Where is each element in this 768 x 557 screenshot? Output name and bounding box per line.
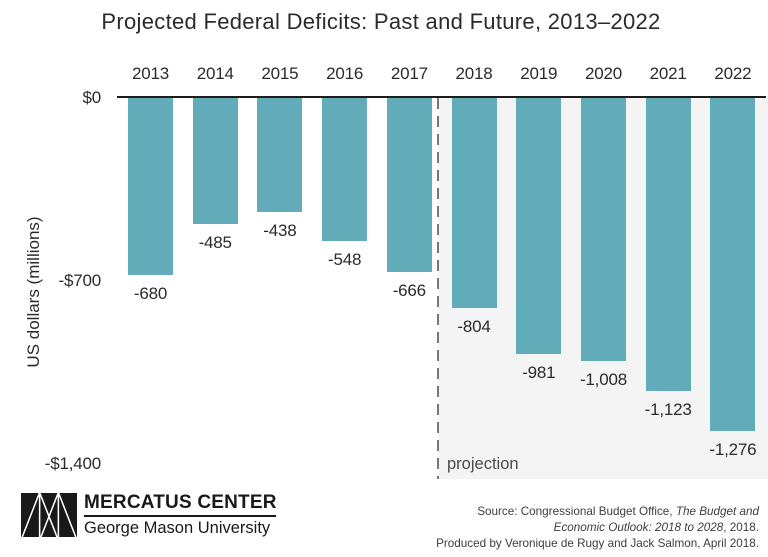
value-label: -1,008 [579, 370, 627, 390]
value-label: -438 [263, 221, 297, 240]
y-tick-label: -$1,400 [44, 454, 101, 473]
bar [192, 98, 238, 225]
y-tick-label: -$700 [58, 271, 102, 290]
year-label: 2015 [261, 64, 299, 83]
year-label: 2020 [584, 64, 622, 83]
projection-label: projection [447, 455, 519, 473]
source-line-1: Source: Congressional Budget Office, The… [477, 505, 759, 518]
value-label: -548 [328, 249, 362, 269]
bar [257, 98, 303, 212]
logo-divider-rule [84, 515, 276, 517]
year-label: 2018 [455, 64, 493, 83]
bar [516, 98, 562, 354]
bar [128, 98, 173, 276]
value-label: -1,123 [644, 400, 692, 420]
y-axis-title: US dollars (millions) [24, 216, 43, 368]
bar [580, 98, 626, 362]
chart-title: Projected Federal Deficits: Past and Fut… [101, 9, 661, 34]
source-line-2: Economic Outlook: 2018 to 2028, 2018. [553, 520, 759, 534]
year-label: 2021 [649, 64, 687, 83]
bar [710, 98, 756, 432]
zero-axis-line [117, 96, 766, 98]
value-label: -981 [522, 362, 556, 382]
projection-divider-line [437, 98, 440, 479]
bar [451, 98, 497, 308]
year-label: 2016 [326, 64, 364, 83]
year-label: 2013 [131, 64, 170, 83]
mercatus-logo-icon [21, 493, 77, 537]
bar [386, 98, 432, 272]
source-attribution: Source: Congressional Budget Office, The… [339, 504, 759, 551]
george-mason-university-label: George Mason University [84, 519, 271, 537]
value-label: -804 [457, 316, 491, 336]
value-label: -680 [133, 284, 168, 304]
year-label: 2019 [520, 64, 558, 83]
year-label: 2022 [714, 64, 752, 83]
mercatus-center-wordmark: MERCATUS CENTER [84, 492, 277, 513]
value-label: -1,276 [709, 440, 757, 460]
year-label: 2014 [196, 64, 234, 83]
bar [322, 98, 368, 241]
source-line-3: Produced by Veronique de Rugy and Jack S… [436, 536, 759, 550]
mercatus-logo-text: MERCATUS CENTER George Mason University [84, 492, 314, 538]
y-tick-label: $0 [82, 88, 101, 107]
year-label: 2017 [390, 64, 428, 83]
value-label: -666 [392, 280, 426, 300]
bar [645, 98, 691, 392]
value-label: -485 [198, 233, 232, 253]
